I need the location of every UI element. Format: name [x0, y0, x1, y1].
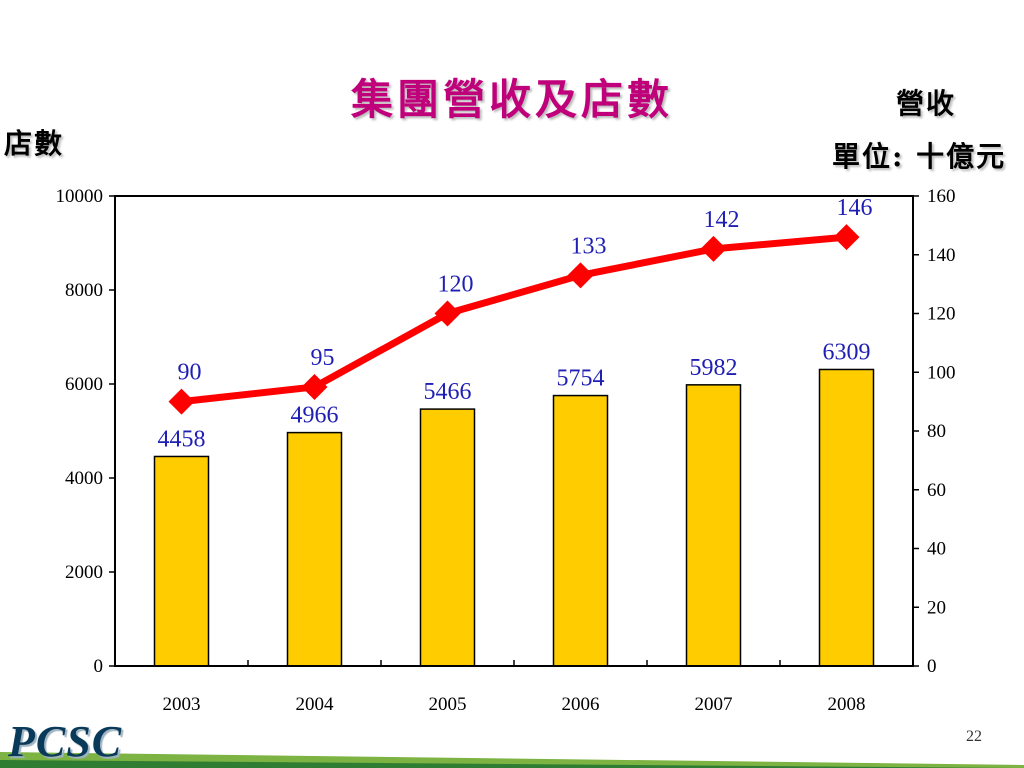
line-value-label: 90 — [178, 360, 202, 386]
line-point — [301, 373, 328, 400]
left-tick-label: 0 — [94, 656, 104, 677]
line-value-label: 142 — [704, 207, 740, 233]
x-tick-label: 2004 — [296, 694, 335, 715]
bar-value-label: 5754 — [557, 366, 605, 392]
bar-value-label: 4458 — [158, 426, 206, 452]
page-number: 22 — [966, 728, 982, 745]
bar — [552, 394, 609, 667]
revenue-line — [181, 233, 847, 406]
line-point — [168, 388, 195, 415]
right-tick-label: 0 — [927, 656, 937, 677]
right-tick-label: 40 — [927, 539, 946, 560]
left-tick-label: 10000 — [56, 186, 104, 207]
right-tick-label: 80 — [927, 421, 946, 442]
x-tick-label: 2005 — [429, 694, 467, 715]
bar-value-label: 5466 — [424, 379, 472, 405]
bar — [818, 368, 875, 667]
plot-frame — [114, 195, 914, 667]
line-series — [168, 224, 860, 415]
line-point — [700, 235, 727, 262]
chart-title: 集團營收及店數 — [350, 75, 673, 124]
line-point — [567, 262, 594, 289]
footer-stripes — [0, 752, 1024, 768]
axes — [109, 195, 919, 667]
pcsc-logo: PCSC — [8, 717, 123, 766]
x-tick-label: 2007 — [695, 694, 733, 715]
bar-value-label: 5982 — [690, 355, 738, 381]
tick-labels: 0 2000 4000 6000 8000 10000 0 20 40 60 80 100 120 140… — [56, 186, 956, 715]
x-tick-label: 2006 — [562, 694, 600, 715]
right-tick-label: 100 — [927, 362, 956, 383]
bar — [685, 384, 742, 667]
bar — [153, 455, 210, 667]
left-axis-title: 店數 — [4, 127, 65, 160]
bar-series — [153, 368, 875, 667]
line-value-label: 120 — [438, 272, 474, 298]
right-axis-unit: 單位: 十億元 — [832, 140, 1007, 173]
right-tick-label: 160 — [927, 186, 956, 207]
data-labels: 4458 4966 5466 5754 5982 6309 90 95 120 133 142 146 — [158, 195, 873, 452]
left-tick-label: 4000 — [65, 468, 103, 489]
right-tick-label: 120 — [927, 304, 956, 325]
left-tick-label: 6000 — [65, 374, 103, 395]
right-tick-label: 20 — [927, 597, 946, 618]
line-value-label: 146 — [837, 195, 873, 221]
bar-value-label: 4966 — [291, 403, 339, 429]
right-axis-title: 營收 — [896, 87, 957, 120]
line-value-label: 95 — [311, 345, 335, 371]
bar — [419, 408, 476, 667]
line-value-label: 133 — [571, 233, 607, 259]
x-tick-label: 2003 — [163, 694, 201, 715]
x-tick-label: 2008 — [828, 694, 866, 715]
line-point — [833, 224, 860, 251]
line-point — [434, 300, 461, 327]
right-tick-label: 60 — [927, 480, 946, 501]
right-tick-label: 140 — [927, 245, 956, 266]
bar-value-label: 6309 — [823, 339, 871, 365]
left-tick-label: 2000 — [65, 562, 103, 583]
bar — [286, 431, 343, 667]
left-tick-label: 8000 — [65, 280, 103, 301]
